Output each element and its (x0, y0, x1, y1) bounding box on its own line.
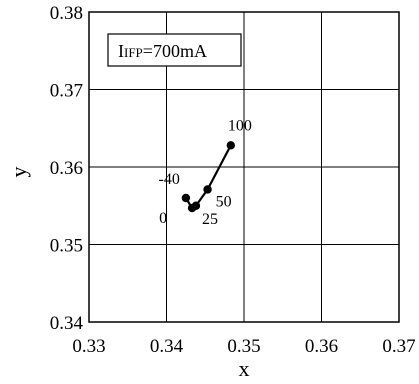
point-label: 0 (159, 210, 167, 227)
condition-box-text: =700mA (143, 41, 207, 61)
x-tick-label: 0.35 (227, 336, 260, 357)
grid-lines (89, 12, 399, 322)
y-tick-label: 0.36 (50, 158, 83, 179)
condition-box-initial: I (118, 41, 124, 61)
x-tick-label: 0.36 (305, 336, 338, 357)
point-label: 25 (202, 211, 218, 228)
y-tick-label: 0.34 (50, 313, 84, 334)
point-label: 100 (228, 117, 252, 134)
data-point (203, 185, 212, 194)
y-tick-label: 0.38 (50, 3, 83, 24)
condition-box-prefix: IFP (124, 45, 143, 60)
data-point (191, 201, 201, 210)
y-tick-label: 0.35 (50, 236, 83, 257)
plot-frame (88, 11, 400, 323)
x-tick-label: 0.34 (150, 336, 184, 357)
x-tick-label: 0.33 (72, 336, 105, 357)
data-point (181, 193, 191, 203)
condition-box-frame (107, 33, 242, 67)
y-axis-title: y (6, 167, 31, 178)
data-point (226, 141, 236, 150)
point-label: -40 (159, 171, 180, 188)
point-label: 50 (216, 193, 232, 210)
condition-box-label: IIFP=700mA (118, 41, 207, 61)
x-axis-title: x (239, 356, 250, 381)
y-tick-labels: 0.34 0.35 0.36 0.37 0.38 (50, 3, 84, 334)
y-tick-label: 0.37 (50, 81, 83, 102)
x-tick-labels: 0.33 0.34 0.35 0.36 0.37 (72, 336, 415, 357)
x-tick-label: 0.37 (382, 336, 415, 357)
condition-box: IIFP=700mA (107, 33, 242, 67)
